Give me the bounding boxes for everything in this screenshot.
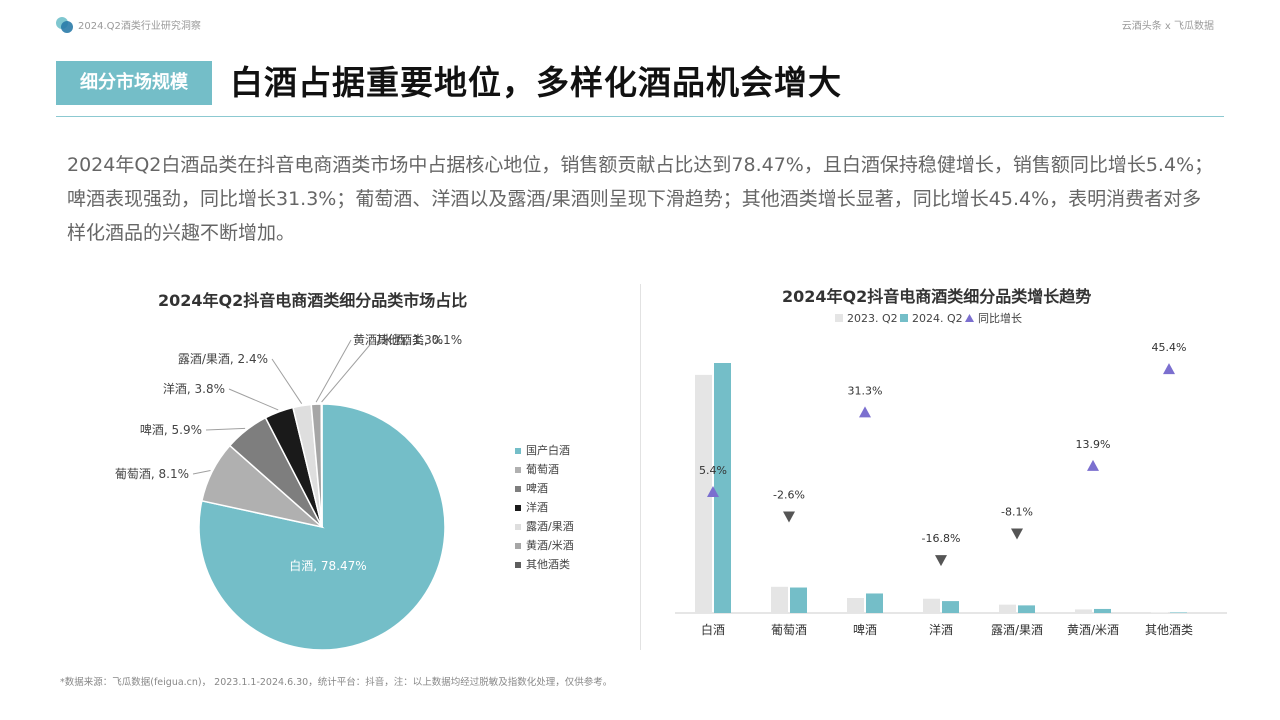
data-source-footnote: *数据来源：飞瓜数据(feigua.cn)， 2023.1.1-2024.6.3…	[60, 677, 613, 688]
growth-data-label: 13.9%	[1076, 438, 1111, 451]
pie-legend-label: 洋酒	[526, 500, 548, 514]
pie-slice-label: 白酒, 78.47%	[289, 558, 366, 573]
pie-chart: 白酒, 78.47% 葡萄酒, 8.1% 啤酒, 5.9% 洋酒, 3.8% 露酒/果酒…	[115, 333, 574, 651]
growth-marker	[859, 406, 871, 418]
legend-swatch	[900, 314, 908, 322]
pie-legend-label: 其他酒类	[526, 557, 570, 571]
x-tick-label: 洋酒	[929, 622, 953, 637]
growth-data-label: -8.1%	[1001, 505, 1033, 518]
growth-marker	[1087, 459, 1099, 471]
chart-divider	[640, 284, 641, 650]
growth-data-label: -16.8%	[922, 532, 961, 545]
bar-2023	[847, 598, 864, 613]
legend-swatch	[835, 314, 843, 322]
pie-legend-label: 啤酒	[526, 481, 548, 495]
legend-swatch	[515, 524, 521, 530]
x-tick-label: 啤酒	[853, 622, 877, 637]
legend-swatch	[515, 562, 521, 568]
growth-data-label: 31.3%	[848, 384, 883, 397]
legend-swatch	[515, 505, 521, 511]
bar-2023	[999, 604, 1016, 613]
legend-swatch	[515, 543, 521, 549]
x-tick-label: 其他酒类	[1145, 623, 1193, 637]
pie-slice-label: 洋酒, 3.8%	[163, 381, 225, 396]
page-title: 白酒占据重要地位，多样化酒品机会增大	[230, 63, 842, 102]
bar-legend-label: 2024. Q2	[912, 312, 963, 325]
pie-chart-title: 2024年Q2抖音电商酒类细分品类市场占比	[158, 291, 468, 310]
legend-swatch	[515, 486, 521, 492]
growth-legend-marker	[965, 314, 974, 322]
bar-2024	[714, 363, 731, 613]
x-tick-label: 黄酒/米酒	[1067, 623, 1119, 637]
x-tick-label: 露酒/果酒	[991, 623, 1043, 637]
bar-2024	[790, 587, 807, 613]
bar-chart-title: 2024年Q2抖音电商酒类细分品类增长趋势	[782, 287, 1092, 306]
bar-2023	[1151, 612, 1168, 613]
section-tag: 细分市场规模	[56, 61, 212, 105]
pie-slice-label: 其他酒类, 0.1%	[376, 333, 462, 347]
brand-logo-icon	[56, 16, 74, 34]
legend-swatch	[515, 467, 521, 473]
bar-2023	[1075, 609, 1092, 613]
bar-2023	[695, 374, 712, 613]
pie-leader-line	[228, 388, 279, 411]
pie-slice-label: 葡萄酒, 8.1%	[115, 467, 189, 481]
pie-leader-line	[271, 358, 303, 404]
legend-swatch	[515, 448, 521, 454]
bar-2023	[923, 598, 940, 613]
bar-legend-label: 2023. Q2	[847, 312, 898, 325]
pie-legend-label: 国产白酒	[526, 443, 570, 457]
top-bar: 2024.Q2酒类行业研究洞察 云酒头条 x 飞瓜数据	[0, 0, 1280, 40]
pie-leader-line	[321, 339, 375, 403]
bar-2024	[1170, 612, 1187, 613]
title-underline	[56, 116, 1224, 117]
x-tick-label: 白酒	[701, 622, 725, 637]
bar-2024	[1094, 608, 1111, 613]
bar-2023	[771, 586, 788, 613]
growth-marker	[783, 511, 795, 523]
pie-legend-label: 葡萄酒	[526, 463, 559, 476]
x-tick-label: 葡萄酒	[771, 623, 807, 637]
bar-2024	[1018, 605, 1035, 613]
pie-slice-label: 黄酒/米酒, 1.3%	[353, 333, 443, 347]
growth-marker	[935, 555, 947, 567]
report-name: 2024.Q2酒类行业研究洞察	[78, 21, 201, 32]
pie-leader-line	[315, 339, 352, 403]
pie-legend-label: 露酒/果酒	[526, 520, 574, 533]
summary-paragraph: 2024年Q2白酒品类在抖音电商酒类市场中占据核心地位，销售额贡献占比达到78.…	[67, 154, 1214, 244]
pie-legend-label: 黄酒/米酒	[526, 538, 574, 552]
bar-2024	[942, 601, 959, 613]
growth-marker	[1011, 528, 1023, 540]
growth-data-label: 5.4%	[699, 464, 727, 477]
partner-names: 云酒头条 x 飞瓜数据	[1121, 21, 1214, 32]
growth-data-label: 45.4%	[1152, 341, 1187, 354]
growth-data-label: -2.6%	[773, 489, 805, 502]
growth-marker	[707, 485, 719, 497]
growth-marker	[1163, 363, 1175, 375]
pie-slice-label: 啤酒, 5.9%	[140, 422, 202, 437]
pie-leader-line	[205, 427, 246, 431]
pie-slice-label: 露酒/果酒, 2.4%	[178, 352, 268, 366]
pie-slice-7	[320, 403, 323, 528]
bar-2024	[866, 593, 883, 613]
pie-leader-line	[192, 470, 211, 475]
bar-legend-label: 同比增长	[978, 311, 1022, 325]
